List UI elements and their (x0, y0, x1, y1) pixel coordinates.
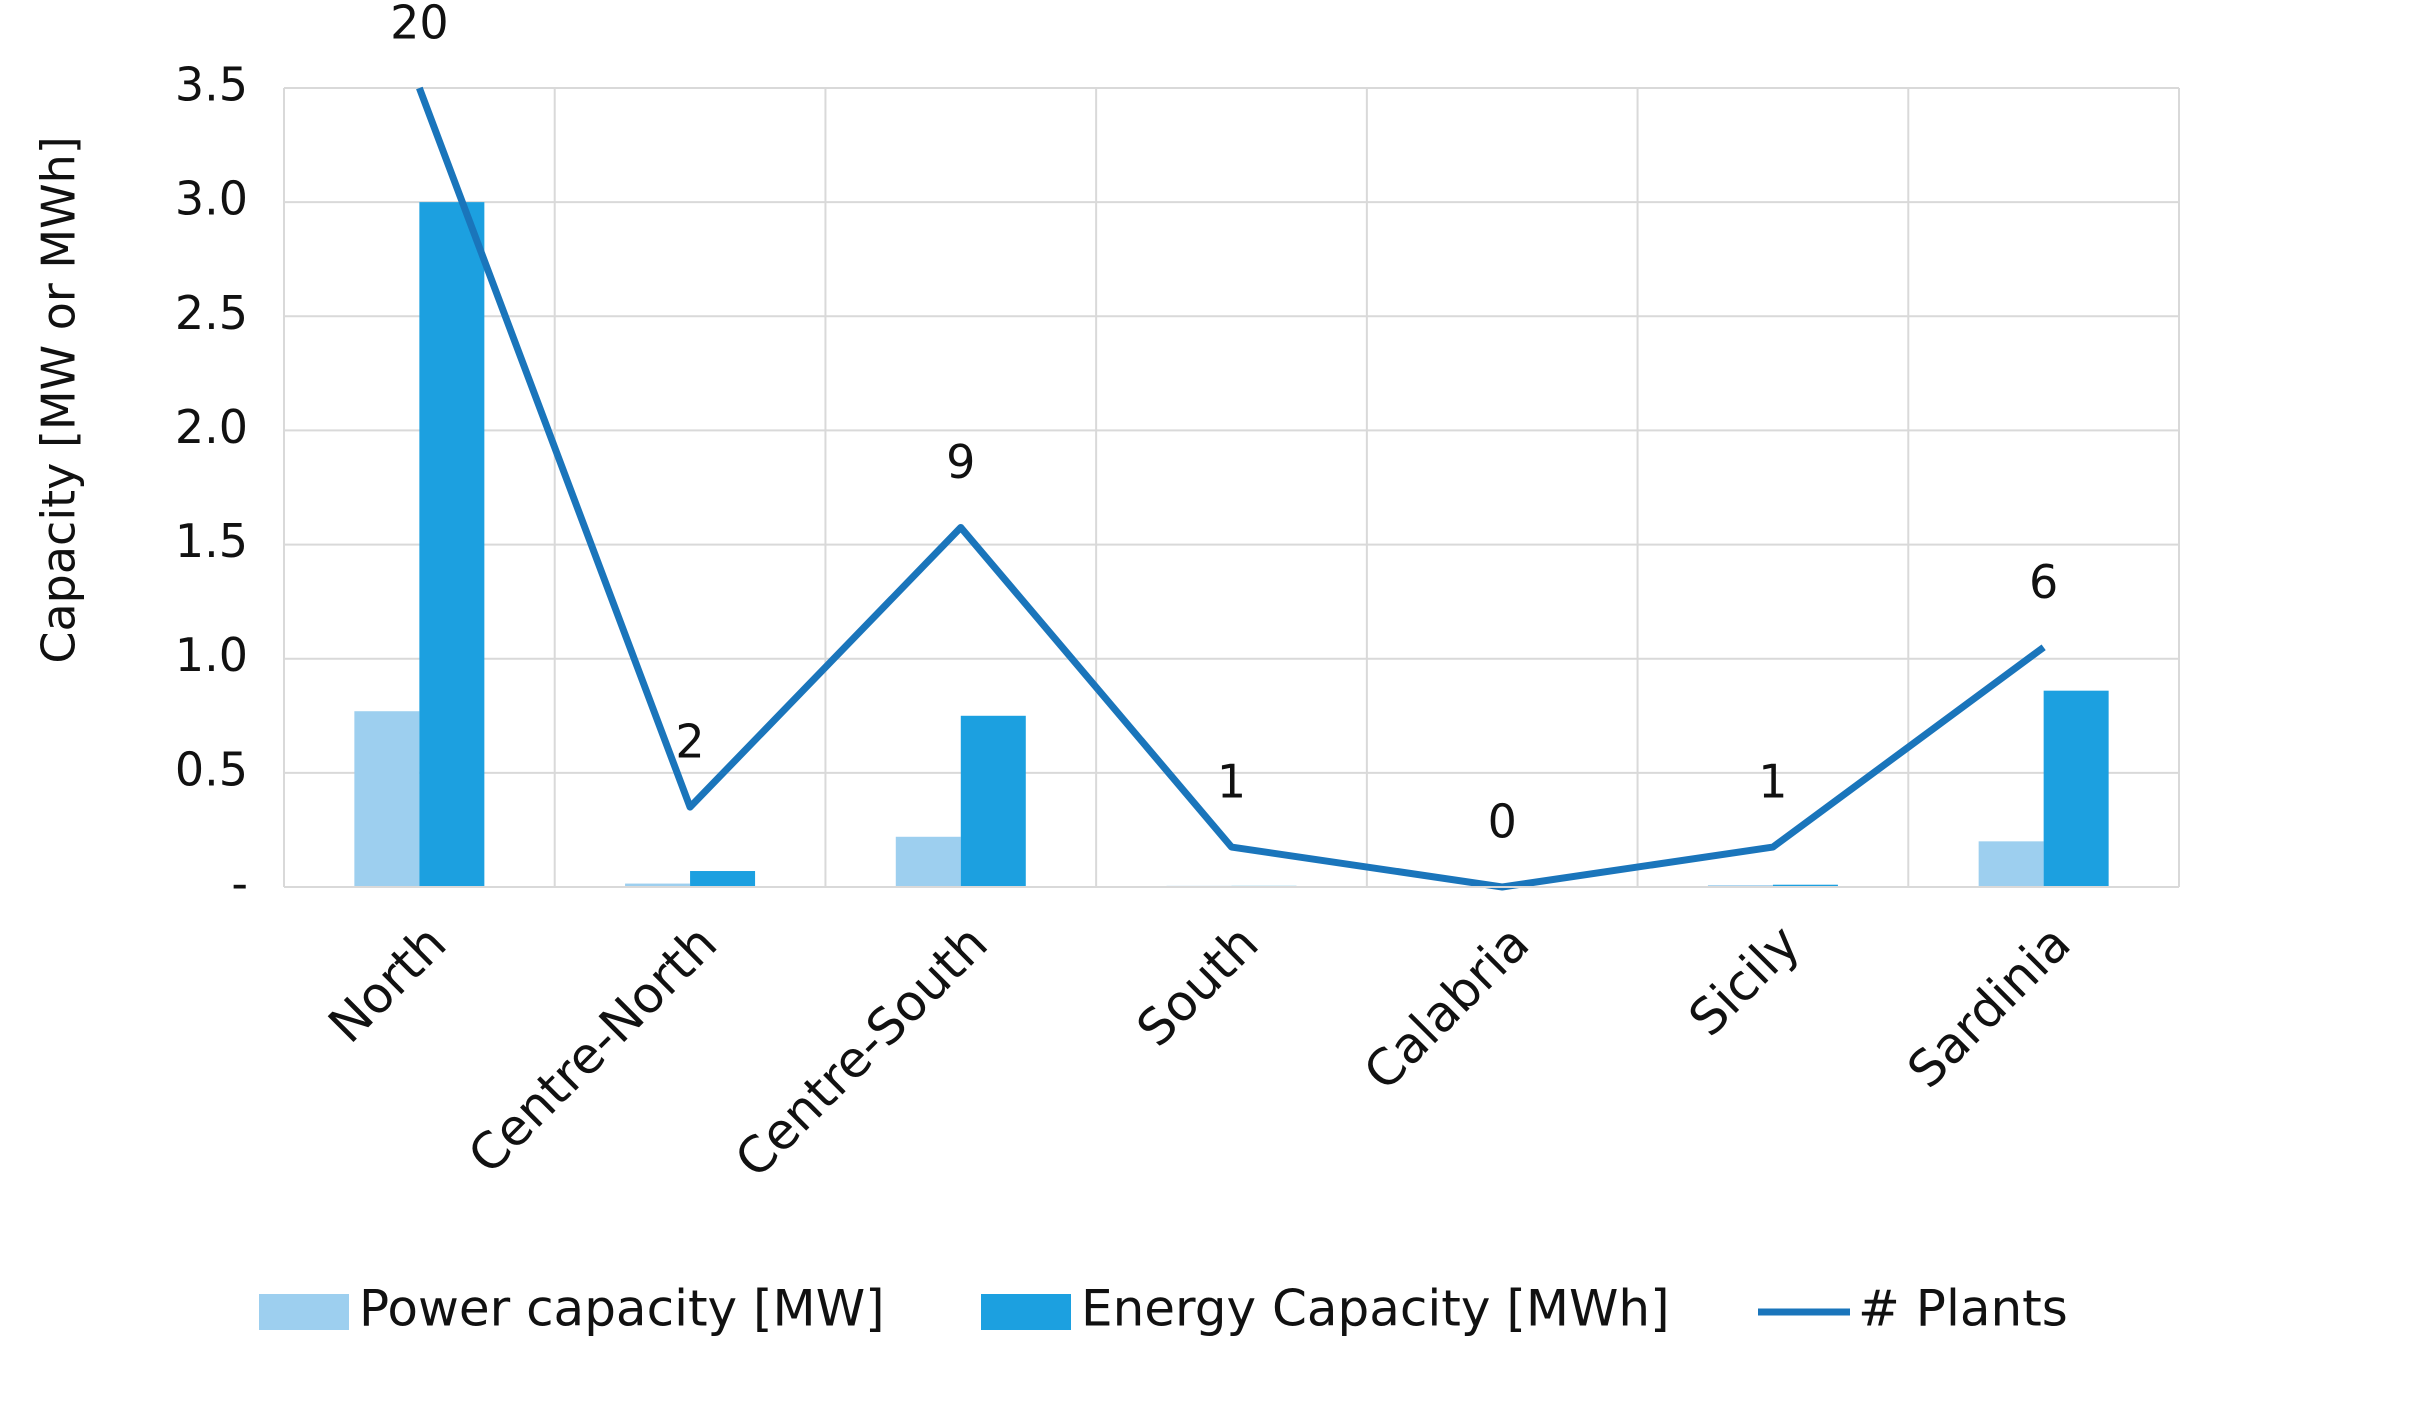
x-tick-label: Sicily (1678, 914, 1811, 1047)
x-tick-label: Sardinia (1896, 914, 2081, 1099)
bar (1978, 841, 2044, 887)
legend-label: # Plants (1858, 1280, 2068, 1338)
data-label: 1 (1758, 755, 1787, 809)
data-label: 0 (1488, 795, 1517, 849)
bar (625, 883, 691, 887)
legend-swatch (981, 1294, 1071, 1330)
data-label: 6 (2029, 555, 2058, 609)
legend-swatch (259, 1294, 349, 1330)
bar (960, 715, 1026, 887)
y-tick-label: - (231, 857, 248, 911)
legend-label: Energy Capacity [MWh] (1081, 1280, 1670, 1338)
data-label: 20 (390, 0, 449, 50)
y-tick-label: 1.0 (175, 628, 248, 682)
y-axis-title: Capacity [MW or MWh] (32, 136, 86, 663)
x-tick-label: South (1126, 914, 1270, 1058)
y-tick-label: 3.5 (175, 58, 248, 112)
x-tick-label: North (317, 914, 457, 1054)
y-tick-label: 0.5 (175, 742, 248, 796)
y-tick-label: 2.0 (175, 400, 248, 454)
bar (354, 711, 420, 887)
data-label: 2 (675, 715, 704, 769)
data-label: 1 (1217, 755, 1246, 809)
y-tick-label: 2.5 (175, 286, 248, 340)
x-tick-label: Centre-North (457, 914, 728, 1185)
y-tick-label: 3.0 (175, 172, 248, 226)
bar (1772, 884, 1838, 887)
bar (2043, 690, 2109, 887)
x-tick-label: Centre-South (724, 914, 999, 1189)
line (416, 86, 2046, 891)
legend-label: Power capacity [MW] (359, 1280, 885, 1338)
bar (419, 202, 485, 888)
x-tick-label: Calabria (1353, 914, 1540, 1101)
bar (895, 836, 961, 887)
bar (690, 871, 756, 887)
data-label: 9 (946, 435, 975, 489)
y-tick-label: 1.5 (175, 514, 248, 568)
